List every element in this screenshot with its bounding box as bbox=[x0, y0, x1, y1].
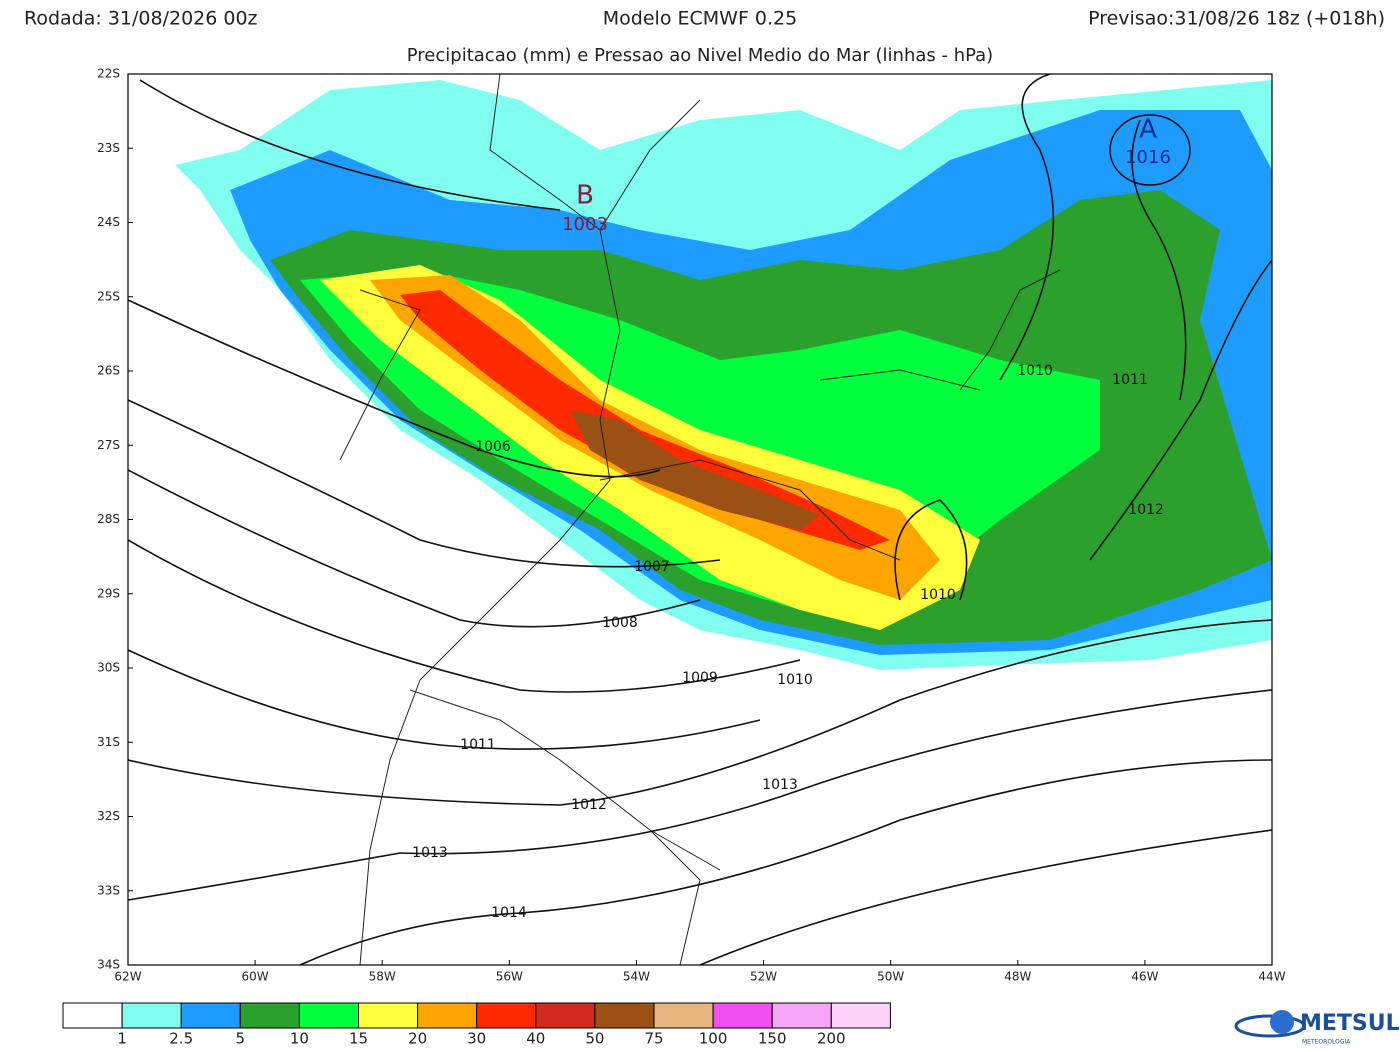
isobar-label: 1014 bbox=[491, 905, 527, 921]
isobar bbox=[999, 74, 1055, 381]
colorbar-label: 20 bbox=[408, 1030, 427, 1048]
isobar-label: 1009 bbox=[682, 670, 718, 686]
x-tick-label: 60W bbox=[242, 970, 269, 984]
colorbar-swatch bbox=[417, 1002, 478, 1029]
logo-tagline: METEOROLOGIA bbox=[1302, 1039, 1351, 1046]
colorbar-label: 30 bbox=[467, 1030, 486, 1048]
x-tick-label: 48W bbox=[1004, 970, 1031, 984]
colorbar-swatch bbox=[594, 1002, 655, 1029]
logo-globe bbox=[1270, 1010, 1294, 1034]
colorbar-label: 40 bbox=[526, 1030, 545, 1048]
colorbar-label: 15 bbox=[349, 1030, 368, 1048]
isobar-label: 1010 bbox=[777, 672, 813, 688]
colorbar-swatch bbox=[298, 1002, 359, 1029]
precip-area bbox=[400, 290, 890, 550]
x-tick-label: 54W bbox=[623, 970, 650, 984]
logo: METSUL METEOROLOGIA bbox=[1234, 1010, 1400, 1046]
colorbar-swatch bbox=[830, 1002, 891, 1029]
high-symbol: A bbox=[1139, 115, 1157, 145]
x-tick-label: 50W bbox=[877, 970, 904, 984]
y-tick-label: 25S bbox=[97, 289, 120, 303]
logo-swoosh bbox=[1234, 1014, 1306, 1038]
isobar bbox=[699, 829, 1272, 965]
isobar bbox=[1109, 114, 1191, 186]
colorbar-label: 1 bbox=[117, 1030, 127, 1048]
isobar-label: 1011 bbox=[460, 737, 496, 753]
colorbar-label: 10 bbox=[290, 1030, 309, 1048]
isobar bbox=[128, 299, 661, 478]
isobar bbox=[128, 619, 1272, 806]
x-tick-label: 58W bbox=[369, 970, 396, 984]
x-tick-label: 46W bbox=[1131, 970, 1158, 984]
low-symbol: B bbox=[576, 181, 594, 211]
colorbar-swatch bbox=[62, 1002, 123, 1029]
colorbar-swatch bbox=[653, 1002, 714, 1029]
precip-field bbox=[128, 74, 1272, 965]
y-tick-label: 29S bbox=[97, 586, 120, 600]
subtitle: Precipitacao (mm) e Pressao ao Nivel Med… bbox=[407, 45, 993, 66]
y-tick-label: 23S bbox=[97, 141, 120, 155]
colorbar-label: 2.5 bbox=[169, 1030, 193, 1048]
y-tick-label: 32S bbox=[97, 809, 120, 823]
colorbar-swatch bbox=[239, 1002, 300, 1029]
isobar-label: 1010 bbox=[1017, 363, 1053, 379]
isobar-label: 1011 bbox=[1112, 372, 1148, 388]
isobar bbox=[128, 399, 721, 568]
isobar bbox=[128, 689, 1272, 901]
y-tick-label: 27S bbox=[97, 438, 120, 452]
x-tick-label: 44W bbox=[1258, 970, 1285, 984]
colorbar-label: 150 bbox=[758, 1030, 787, 1048]
x-tick-label: 62W bbox=[114, 970, 141, 984]
y-tick-label: 22S bbox=[97, 67, 120, 81]
x-tick-label: 56W bbox=[496, 970, 523, 984]
run-time: Rodada: 31/08/2026 00z bbox=[24, 8, 258, 30]
y-tick-label: 30S bbox=[97, 661, 120, 675]
colorbar-label: 50 bbox=[585, 1030, 604, 1048]
precip-area bbox=[570, 410, 820, 530]
colorbar-label: 200 bbox=[817, 1030, 846, 1048]
isobar-label: 1010 bbox=[920, 587, 956, 603]
colorbar-swatch bbox=[121, 1002, 182, 1029]
y-tick-label: 31S bbox=[97, 735, 120, 749]
y-tick-label: 34S bbox=[97, 958, 120, 972]
low-pressure: 1003 bbox=[562, 214, 608, 235]
isobar bbox=[128, 539, 801, 693]
colorbar-label: 100 bbox=[699, 1030, 728, 1048]
forecast-time: Previsao:31/08/26 18z (+018h) bbox=[1088, 8, 1385, 30]
isobar bbox=[1089, 259, 1272, 561]
y-tick-label: 26S bbox=[97, 364, 120, 378]
isobar-label: 1012 bbox=[1128, 502, 1164, 518]
logo-name: METSUL bbox=[1300, 1011, 1400, 1036]
isobar bbox=[894, 499, 968, 601]
isobar-label: 1012 bbox=[571, 797, 607, 813]
isobar bbox=[128, 469, 701, 628]
isobar-label: 1013 bbox=[762, 777, 798, 793]
isobar-label: 1013 bbox=[412, 845, 448, 861]
high-pressure: 1016 bbox=[1125, 147, 1171, 168]
colorbar-swatch bbox=[358, 1002, 419, 1029]
isobar-label: 1008 bbox=[602, 615, 638, 631]
isobar bbox=[128, 649, 761, 750]
colorbar-swatch bbox=[535, 1002, 596, 1029]
colorbar-swatch bbox=[712, 1002, 773, 1029]
colorbar-label: 75 bbox=[644, 1030, 663, 1048]
country-border bbox=[339, 74, 1061, 965]
isobar-label: 1006 bbox=[475, 439, 511, 455]
isobar bbox=[139, 79, 561, 211]
y-tick-label: 24S bbox=[97, 215, 120, 229]
isobar bbox=[299, 759, 1272, 965]
model-name: Modelo ECMWF 0.25 bbox=[603, 8, 797, 30]
colorbar-swatch bbox=[180, 1002, 241, 1029]
colorbar-label: 5 bbox=[236, 1030, 246, 1048]
y-tick-label: 33S bbox=[97, 883, 120, 897]
y-tick-label: 28S bbox=[97, 512, 120, 526]
colorbar-swatch bbox=[476, 1002, 537, 1029]
colorbar-swatch bbox=[771, 1002, 832, 1029]
isobar-label: 1007 bbox=[634, 559, 670, 575]
x-tick-label: 52W bbox=[750, 970, 777, 984]
isobar bbox=[1131, 119, 1187, 401]
